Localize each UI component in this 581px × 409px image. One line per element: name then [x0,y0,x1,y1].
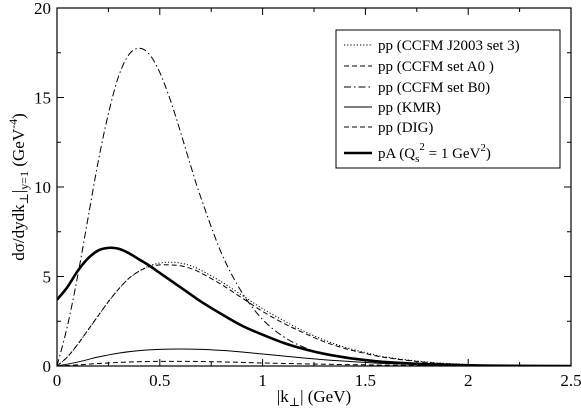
y-tick-label: 10 [34,178,51,197]
plot-area [57,47,571,366]
x-tick-label: 0.5 [149,371,170,390]
y-label-sup: -4 [6,119,20,129]
legend-label-4: pp (KMR) [378,100,441,116]
legend-label-2: pp (CCFM set A0 ) [378,59,494,75]
y-label-post1: (GeV [9,128,28,171]
y-label-sub1: ⊥ [17,193,31,204]
x-label-pre: |k [277,387,289,406]
y-axis-label: dσ/dydk⊥|y=1 (GeV-4) [6,113,31,261]
y-tick-label: 15 [34,89,51,108]
legend-label-6: pA (Qs2 = 1 GeV2) [378,141,491,165]
x-label-sub: ⊥ [289,395,300,409]
legend: pp (CCFM J2003 set 3) pp (CCFM set A0 ) pp… [335,29,561,169]
x-tick-label: 1 [258,371,267,390]
y-label-post2: ) [9,113,28,119]
x-axis-label: |k⊥| (GeV) [277,387,351,409]
y-label-pre: dσ/dydk [9,204,28,261]
legend-label-3: pp (CCFM set B0) [378,80,490,96]
legend-items: pp (CCFM J2003 set 3) pp (CCFM set A0 ) pp… [344,38,520,165]
x-tick-label: 2.5 [560,371,581,390]
series-line-5 [57,360,571,366]
x-axis-ticks: 0 0.5 1 1.5 2 2.5 [53,8,581,390]
legend-label-1: pp (CCFM J2003 set 3) [378,38,520,54]
y-label-mid: | [9,190,28,193]
legend-label-5: pp (DIG) [378,120,433,136]
y-label-sub2: y=1 [17,171,31,190]
x-tick-label: 0 [53,371,62,390]
x-tick-label: 1.5 [355,371,376,390]
y-tick-label: 0 [43,357,52,376]
series-line-2 [57,264,571,366]
y-axis-ticks: 0 5 10 15 20 [34,0,571,376]
legend-box [335,29,561,169]
y-tick-label: 5 [43,268,52,287]
y-tick-label: 20 [34,0,51,18]
x-tick-label: 2 [464,371,473,390]
x-label-post: | (GeV) [300,387,351,406]
series-line-6 [57,246,571,366]
